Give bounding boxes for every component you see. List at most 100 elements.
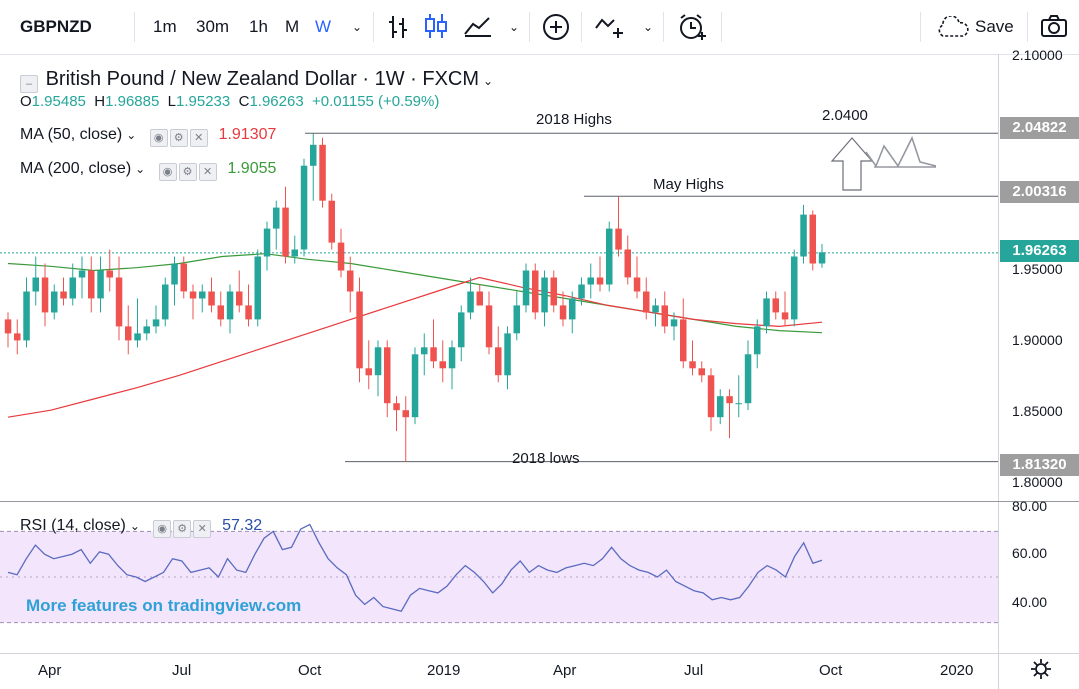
candle-body [356, 291, 363, 369]
candle-body [615, 228, 622, 250]
bars-chart-type-icon[interactable] [388, 14, 410, 40]
gear-icon[interactable]: ⚙ [178, 163, 197, 181]
rsi-line [7, 523, 823, 612]
candle-body [263, 228, 271, 257]
chevron-down-icon[interactable]: ⌄ [483, 74, 494, 88]
chevron-down-icon[interactable]: ⌄ [352, 20, 363, 34]
price-tag-2018-lows: 1.81320 [1000, 454, 1079, 476]
chart-canvas[interactable] [0, 54, 1079, 689]
symbol-title[interactable]: – British Pound / New Zealand Dollar · 1… [20, 68, 493, 93]
divider [134, 12, 135, 42]
settings-gear-icon[interactable] [1030, 658, 1052, 680]
candle-body [772, 298, 779, 313]
chevron-down-icon[interactable]: ⌄ [135, 162, 146, 176]
price-tag-current: 1.96263 [1000, 240, 1079, 262]
interval-week-button[interactable]: W [315, 17, 332, 36]
eye-icon[interactable]: ◉ [153, 520, 172, 538]
time-tick: Jul [172, 662, 192, 679]
candle-body [643, 291, 650, 313]
eye-icon[interactable]: ◉ [149, 129, 168, 147]
annotation-2018-lows[interactable]: 2018 lows [512, 450, 580, 467]
rsi-legend[interactable]: RSI (14, close) ⌄ ◉ ⚙ ✕ 57.32 [20, 517, 262, 538]
close-icon[interactable]: ✕ [193, 520, 212, 538]
annotation-may-highs[interactable]: May Highs [653, 176, 724, 193]
ma50-legend[interactable]: MA (50, close) ⌄ ◉ ⚙ ✕ 1.91307 [20, 126, 276, 147]
candle-body [217, 305, 224, 320]
candle-body [236, 291, 243, 306]
symbol-search-button[interactable]: GBPNZD [20, 17, 92, 36]
target-arrow-drawing[interactable] [830, 135, 937, 191]
interval-30m-button[interactable]: 30m [196, 17, 230, 36]
area-chart-type-icon[interactable] [463, 14, 493, 38]
close-value: 1.96263 [249, 93, 304, 110]
divider [663, 12, 664, 42]
candle-body [458, 312, 465, 348]
candle-body [180, 263, 187, 292]
add-indicator-icon[interactable] [541, 12, 571, 42]
candle-body [596, 277, 604, 285]
candle-body [171, 263, 178, 285]
candle-body [310, 144, 317, 166]
candle-body [291, 249, 298, 257]
annotation-target[interactable]: 2.0400 [822, 107, 868, 124]
candle-body [97, 270, 104, 299]
price-tick: 1.95000 [1012, 261, 1063, 277]
collapse-icon[interactable]: – [20, 75, 38, 93]
time-tick: Oct [819, 662, 843, 679]
chevron-down-icon[interactable]: ⌄ [129, 519, 140, 533]
divider [721, 12, 722, 42]
save-button[interactable]: Save [975, 17, 1014, 36]
candles-chart-type-icon[interactable] [424, 12, 448, 40]
rsi-tick: 40.00 [1012, 594, 1048, 610]
interval-1m-button[interactable]: 1m [153, 17, 177, 36]
candle-body [698, 368, 705, 376]
candle-body [439, 361, 446, 369]
tradingview-watermark[interactable]: More features on tradingview.com [26, 596, 302, 615]
annotation-2018-highs[interactable]: 2018 Highs [536, 111, 612, 128]
candle-body [328, 200, 335, 243]
gear-icon[interactable]: ⚙ [173, 520, 192, 538]
rsi-tick: 80.00 [1012, 498, 1048, 514]
candle-body [670, 319, 678, 327]
open-key: O [20, 93, 32, 110]
interval-month-button[interactable]: M [285, 17, 300, 36]
eye-icon[interactable]: ◉ [158, 163, 177, 181]
candle-body [717, 396, 724, 418]
chevron-down-icon[interactable]: ⌄ [509, 20, 520, 34]
candle-body [411, 354, 419, 418]
candle-body [88, 270, 95, 299]
candle-body [744, 354, 752, 404]
high-value: 1.96885 [105, 93, 160, 110]
candle-body [661, 305, 668, 327]
close-icon[interactable]: ✕ [189, 129, 208, 147]
chevron-down-icon[interactable]: ⌄ [126, 128, 137, 142]
rsi-label: RSI (14, close) [20, 517, 126, 534]
candle-body [402, 410, 409, 418]
ma200-legend[interactable]: MA (200, close) ⌄ ◉ ⚙ ✕ 1.9055 [20, 160, 276, 181]
change-value: +0.01155 (+0.59%) [312, 93, 440, 110]
ohlc-readout: O1.95485 H1.96885 L1.95233 C1.96263 +0.0… [20, 93, 439, 110]
candle-body [78, 270, 86, 278]
ma50-label: MA (50, close) [20, 126, 123, 143]
time-tick: Oct [298, 662, 322, 679]
cloud-save-icon[interactable] [935, 16, 971, 38]
candle-body [476, 291, 483, 306]
close-icon[interactable]: ✕ [198, 163, 217, 181]
candle-body [226, 291, 234, 320]
price-tick: 1.90000 [1012, 332, 1063, 348]
candle-body [689, 361, 696, 369]
candle-body [60, 291, 67, 299]
candle-body [51, 291, 58, 313]
compare-icon[interactable] [594, 14, 626, 40]
candle-body [624, 249, 631, 278]
alert-clock-icon[interactable] [676, 12, 708, 42]
low-value: 1.95233 [176, 93, 231, 110]
gear-icon[interactable]: ⚙ [169, 129, 188, 147]
interval-1h-button[interactable]: 1h [249, 17, 268, 36]
candle-body [115, 277, 123, 327]
candle-body [199, 291, 206, 299]
chevron-down-icon[interactable]: ⌄ [643, 20, 654, 34]
candle-series [4, 133, 826, 462]
candle-body [726, 396, 733, 404]
camera-snapshot-icon[interactable] [1040, 14, 1068, 38]
